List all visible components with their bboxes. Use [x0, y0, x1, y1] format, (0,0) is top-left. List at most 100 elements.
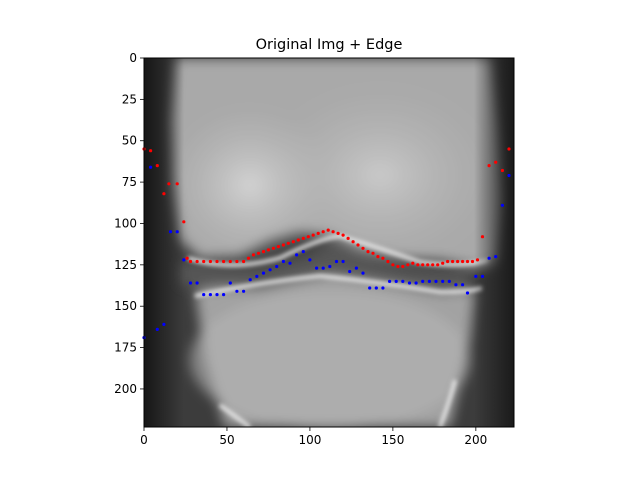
red-edge-point — [256, 251, 261, 255]
red-edge-point — [451, 259, 455, 264]
x-tick-label: 150 — [381, 433, 404, 447]
blue-edge-point — [235, 289, 239, 293]
red-edge-point — [381, 256, 385, 260]
y-tick-label: 100 — [114, 216, 137, 230]
red-edge-point — [494, 160, 498, 164]
blue-edge-point — [195, 281, 199, 285]
blue-edge-point — [447, 279, 451, 283]
red-edge-point — [251, 253, 256, 257]
red-edge-point — [202, 259, 206, 264]
red-edge-point — [456, 259, 460, 264]
blue-edge-point — [354, 266, 358, 270]
red-edge-point — [336, 231, 340, 235]
blue-edge-point — [182, 258, 186, 262]
red-edge-point — [500, 168, 504, 173]
y-axis: 0 25 50 75 100 125 150 175 200 — [114, 51, 144, 396]
blue-edge-point — [315, 266, 319, 270]
blue-edge-point — [401, 279, 405, 283]
red-edge-point — [242, 259, 246, 264]
x-tick-label: 200 — [464, 433, 487, 447]
blue-edge-point — [388, 279, 392, 283]
blue-edge-point — [328, 264, 332, 269]
blue-edge-point — [215, 293, 219, 297]
red-edge-point — [311, 233, 315, 237]
red-edge-point — [286, 241, 290, 245]
red-edge-point — [441, 261, 445, 265]
red-edge-point — [351, 240, 355, 244]
red-edge-point — [386, 259, 390, 264]
red-edge-point — [391, 263, 395, 267]
blue-edge-point — [407, 281, 412, 285]
blue-edge-point — [155, 327, 159, 331]
blue-edge-point — [368, 286, 372, 290]
blue-edge-point — [268, 268, 272, 272]
red-edge-point — [271, 246, 275, 250]
red-edge-point — [281, 243, 285, 247]
blue-edge-point — [341, 259, 345, 264]
y-tick-label: 200 — [114, 382, 137, 396]
red-edge-point — [371, 251, 375, 255]
red-edge-point — [291, 240, 295, 244]
red-edge-point — [416, 263, 420, 267]
red-edge-point — [376, 255, 380, 259]
y-tick-label: 25 — [122, 92, 137, 106]
x-tick-label: 50 — [219, 433, 234, 447]
red-edge-point — [162, 192, 166, 196]
blue-edge-point — [168, 230, 173, 234]
red-edge-point — [276, 245, 280, 249]
blue-edge-point — [414, 281, 418, 285]
red-edge-point — [246, 256, 251, 260]
blue-edge-point — [361, 271, 365, 275]
red-edge-point — [487, 164, 491, 168]
blue-edge-point — [222, 293, 226, 297]
blue-edge-point — [301, 250, 305, 254]
red-edge-point — [361, 246, 365, 250]
y-tick-label: 50 — [122, 134, 137, 148]
red-edge-point — [228, 259, 232, 264]
red-edge-point — [406, 263, 410, 267]
blue-edge-point — [394, 279, 398, 283]
red-edge-point — [188, 259, 193, 264]
blue-edge-point — [427, 279, 431, 283]
y-tick-label: 175 — [114, 341, 137, 355]
red-edge-point — [306, 235, 310, 239]
blue-edge-point — [434, 279, 438, 283]
blue-edge-point — [500, 203, 504, 207]
y-tick-label: 150 — [114, 299, 137, 313]
red-edge-point — [185, 256, 189, 260]
blue-edge-point — [295, 253, 299, 257]
red-edge-point — [296, 238, 300, 242]
blue-edge-point — [487, 256, 491, 260]
blue-edge-point — [228, 281, 232, 285]
red-edge-point — [426, 263, 430, 267]
blue-edge-point — [321, 266, 325, 270]
red-edge-point — [507, 147, 511, 151]
red-edge-point — [421, 263, 425, 267]
red-edge-point — [465, 259, 470, 264]
background-xray-image — [144, 58, 514, 427]
blue-edge-point — [149, 165, 153, 169]
red-edge-point — [175, 182, 179, 186]
blue-edge-point — [461, 283, 465, 287]
red-edge-point — [480, 235, 485, 239]
red-edge-point — [346, 236, 350, 240]
blue-edge-point — [474, 274, 478, 278]
red-edge-point — [195, 259, 199, 264]
red-edge-point — [356, 243, 360, 247]
red-edge-point — [331, 230, 335, 234]
blue-edge-point — [334, 259, 339, 264]
red-edge-point — [396, 264, 400, 269]
blue-edge-point — [242, 289, 246, 293]
blue-edge-point — [248, 278, 252, 282]
blue-edge-point — [261, 271, 266, 275]
red-edge-point — [266, 248, 270, 252]
chart-title: Original Img + Edge — [256, 37, 403, 53]
red-edge-point — [366, 250, 370, 254]
red-edge-point — [401, 264, 405, 269]
red-edge-point — [446, 259, 450, 264]
red-edge-point — [208, 259, 212, 264]
red-edge-point — [321, 230, 325, 234]
edge-markers — [142, 147, 511, 340]
blue-edge-point — [202, 293, 206, 297]
